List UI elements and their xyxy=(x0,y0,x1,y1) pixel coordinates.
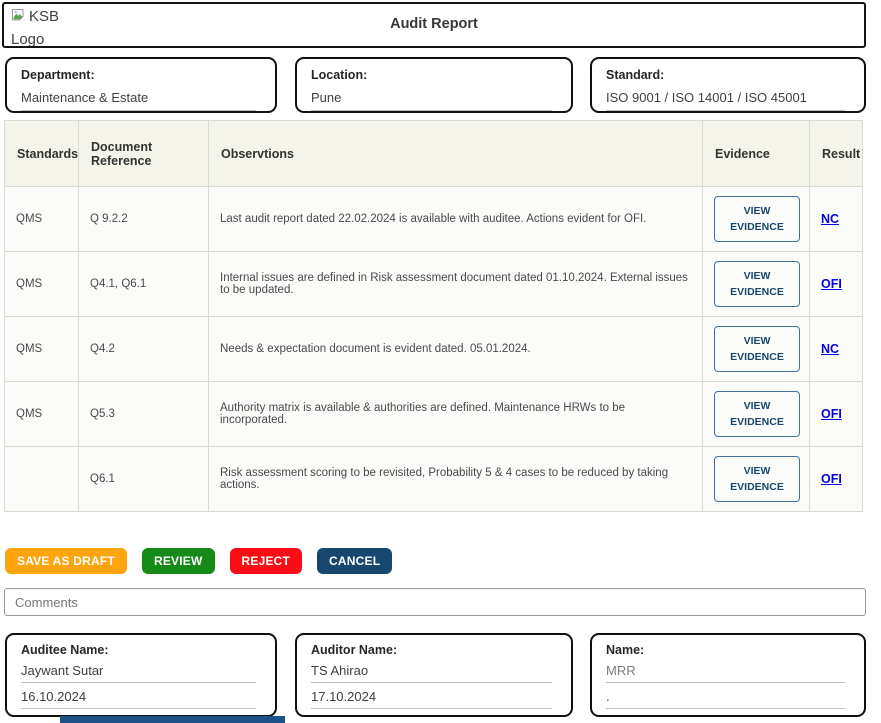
view-evidence-button[interactable]: VIEW EVIDENCE xyxy=(714,325,800,373)
standard-cell: QMS xyxy=(4,251,79,317)
result-link[interactable]: OFI xyxy=(821,277,842,291)
clipped-bottom-element xyxy=(60,716,285,723)
reject-button[interactable]: REJECT xyxy=(229,548,303,574)
result-cell: NC xyxy=(809,316,863,382)
result-cell: OFI xyxy=(809,446,863,512)
location-field: Location: Pune xyxy=(295,57,573,113)
col-document-reference: Document Reference xyxy=(78,120,209,187)
view-evidence-button[interactable]: VIEW EVIDENCE xyxy=(714,195,800,243)
observation-cell: Authority matrix is available & authorit… xyxy=(208,381,703,447)
standard-cell: QMS xyxy=(4,316,79,382)
evidence-cell: VIEW EVIDENCE xyxy=(702,251,810,317)
save-as-draft-button[interactable]: SAVE AS DRAFT xyxy=(5,548,127,574)
doc-ref-cell: Q6.1 xyxy=(78,446,209,512)
observations-table: Standards Document Reference Observtions… xyxy=(4,120,863,512)
doc-ref-cell: Q4.1, Q6.1 xyxy=(78,251,209,317)
observation-cell: Needs & expectation document is evident … xyxy=(208,316,703,382)
auditee-date-value: 16.10.2024 xyxy=(21,689,257,709)
table-row: QMS Q5.3 Authority matrix is available &… xyxy=(4,381,863,447)
evidence-cell: VIEW EVIDENCE xyxy=(702,316,810,382)
location-value: Pune xyxy=(311,90,553,111)
location-label: Location: xyxy=(311,68,368,82)
info-fields-row: Department: Maintenance & Estate Locatio… xyxy=(5,57,866,113)
auditee-name-value: Jaywant Sutar xyxy=(21,663,257,683)
result-cell: OFI xyxy=(809,251,863,317)
broken-image-icon xyxy=(11,8,28,29)
table-row: Q6.1 Risk assessment scoring to be revis… xyxy=(4,446,863,512)
mrr-name-label: Name: xyxy=(606,643,645,657)
col-evidence: Evidence xyxy=(702,120,810,187)
standard-field: Standard: ISO 9001 / ISO 14001 / ISO 450… xyxy=(590,57,866,113)
broken-image-ksb-logo: KSB Logo xyxy=(11,6,69,48)
standard-label: Standard: xyxy=(606,68,665,82)
result-link[interactable]: OFI xyxy=(821,407,842,421)
table-row: QMS Q 9.2.2 Last audit report dated 22.0… xyxy=(4,186,863,252)
evidence-cell: VIEW EVIDENCE xyxy=(702,186,810,252)
auditor-name-label: Auditor Name: xyxy=(311,643,398,657)
doc-ref-cell: Q5.3 xyxy=(78,381,209,447)
auditee-box: Auditee Name: Jaywant Sutar 16.10.2024 xyxy=(5,633,277,717)
col-observations: Observtions xyxy=(208,120,703,187)
observation-cell: Internal issues are defined in Risk asse… xyxy=(208,251,703,317)
auditor-date-value: 17.10.2024 xyxy=(311,689,553,709)
department-field: Department: Maintenance & Estate xyxy=(5,57,277,113)
evidence-cell: VIEW EVIDENCE xyxy=(702,446,810,512)
standard-cell: QMS xyxy=(4,381,79,447)
page-title: Audit Report xyxy=(390,16,478,32)
standard-cell: QMS xyxy=(4,186,79,252)
view-evidence-button[interactable]: VIEW EVIDENCE xyxy=(714,390,800,438)
logo-alt-text: KSB Logo xyxy=(11,8,60,48)
mrr-date-value: . xyxy=(606,689,846,709)
table-header-row: Standards Document Reference Observtions… xyxy=(4,120,863,187)
view-evidence-button[interactable]: VIEW EVIDENCE xyxy=(714,455,800,503)
auditor-name-value: TS Ahirao xyxy=(311,663,553,683)
result-link[interactable]: OFI xyxy=(821,472,842,486)
doc-ref-cell: Q 9.2.2 xyxy=(78,186,209,252)
col-result: Result xyxy=(809,120,863,187)
auditor-box: Auditor Name: TS Ahirao 17.10.2024 xyxy=(295,633,573,717)
result-cell: OFI xyxy=(809,381,863,447)
review-button[interactable]: REVIEW xyxy=(141,548,215,574)
observation-cell: Last audit report dated 22.02.2024 is av… xyxy=(208,186,703,252)
auditee-name-label: Auditee Name: xyxy=(21,643,109,657)
mrr-box: Name: MRR . xyxy=(590,633,866,717)
evidence-cell: VIEW EVIDENCE xyxy=(702,381,810,447)
mrr-name-value: MRR xyxy=(606,663,846,683)
department-value: Maintenance & Estate xyxy=(21,90,257,111)
result-link[interactable]: NC xyxy=(821,342,840,356)
standard-cell xyxy=(4,446,79,512)
report-header: KSB Logo Audit Report xyxy=(2,2,866,48)
observation-cell: Risk assessment scoring to be revisited,… xyxy=(208,446,703,512)
result-link[interactable]: NC xyxy=(821,212,840,226)
col-standards: Standards xyxy=(4,120,79,187)
standard-value: ISO 9001 / ISO 14001 / ISO 45001 xyxy=(606,90,846,111)
table-row: QMS Q4.2 Needs & expectation document is… xyxy=(4,316,863,382)
department-label: Department: xyxy=(21,68,95,82)
view-evidence-button[interactable]: VIEW EVIDENCE xyxy=(714,260,800,308)
action-buttons-row: SAVE AS DRAFT REVIEW REJECT CANCEL xyxy=(5,548,881,574)
signatures-row: Auditee Name: Jaywant Sutar 16.10.2024 A… xyxy=(5,633,866,717)
comments-input[interactable] xyxy=(4,588,866,616)
doc-ref-cell: Q4.2 xyxy=(78,316,209,382)
table-row: QMS Q4.1, Q6.1 Internal issues are defin… xyxy=(4,251,863,317)
result-cell: NC xyxy=(809,186,863,252)
cancel-button[interactable]: CANCEL xyxy=(317,548,393,574)
